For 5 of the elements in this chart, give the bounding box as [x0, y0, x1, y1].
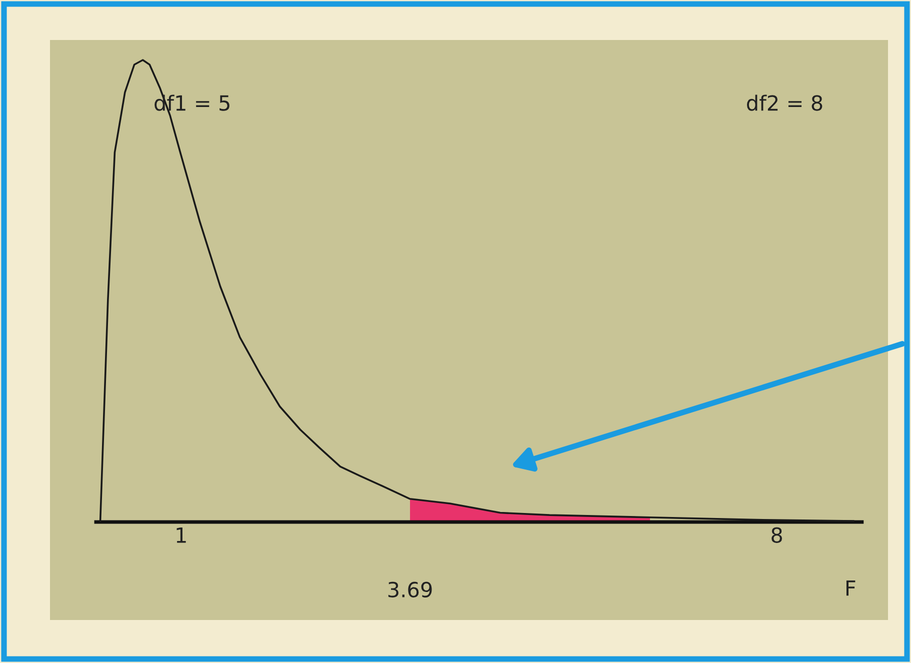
x-axis-title: F [846, 580, 856, 596]
x-tick-label: 1 [176, 528, 186, 543]
annotation: df2 = 8 [746, 94, 822, 111]
annotation: 3.69 [388, 582, 432, 598]
x-tick-label: 8 [772, 527, 782, 543]
